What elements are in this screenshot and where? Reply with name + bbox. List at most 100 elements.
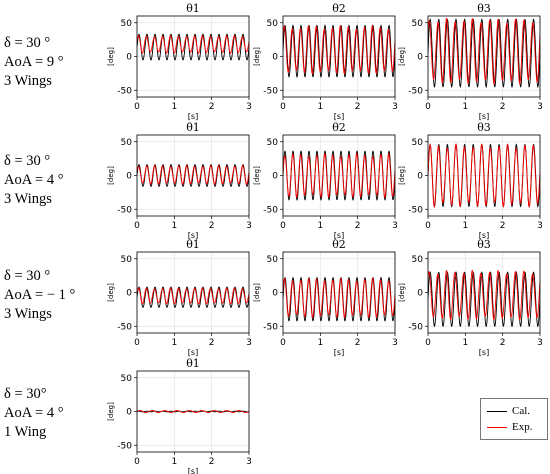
wings-label: 3 Wings <box>4 306 52 322</box>
series-line-cal <box>137 164 249 187</box>
y-tick-label: 50 <box>412 19 424 29</box>
legend-line-exp <box>487 426 507 428</box>
series-line-cal <box>137 33 249 61</box>
y-tick-label: 0 <box>417 289 423 299</box>
wings-label: 3 Wings <box>4 191 52 207</box>
x-tick-label: 2 <box>209 338 215 348</box>
subplot-title: θ2 <box>332 238 346 251</box>
y-axis-label: [deg] <box>107 166 115 185</box>
y-tick-label: -50 <box>263 86 278 96</box>
x-tick-label: 3 <box>537 102 543 112</box>
row-label-4: δ = 30° AoA = 4 ° 1 Wing <box>4 385 64 442</box>
x-axis-label: [s] <box>334 231 344 240</box>
series-line-exp <box>137 35 249 54</box>
x-tick-label: 1 <box>317 102 323 112</box>
aoa-label: AoA = 9 ° <box>4 54 64 70</box>
x-tick-label: 2 <box>209 102 215 112</box>
y-tick-label: 0 <box>272 53 278 63</box>
subplot-title: θ3 <box>477 238 491 251</box>
y-tick-label: -50 <box>263 322 278 332</box>
legend-label-exp: Exp. <box>512 421 533 433</box>
x-axis-label: [s] <box>334 112 344 121</box>
series-line-cal <box>428 18 540 89</box>
y-tick-label: 50 <box>121 138 133 148</box>
x-tick-label: 3 <box>246 457 252 467</box>
subplot-title: θ2 <box>332 121 346 134</box>
y-tick-label: 0 <box>126 289 132 299</box>
subplot-title: θ1 <box>186 238 200 251</box>
y-tick-label: 0 <box>417 172 423 182</box>
x-tick-label: 2 <box>209 221 215 231</box>
legend-line-cal <box>487 410 507 412</box>
x-tick-label: 2 <box>355 221 361 231</box>
x-tick-label: 3 <box>392 221 398 231</box>
y-axis-label: [deg] <box>107 283 115 302</box>
x-tick-label: 0 <box>425 221 431 231</box>
y-tick-label: 0 <box>272 289 278 299</box>
legend: Cal. Exp. <box>480 398 548 440</box>
aoa-label: AoA = 4 ° <box>4 405 64 421</box>
row-label-3: δ = 30 ° AoA = − 1 ° 3 Wings <box>4 267 75 324</box>
series-line-exp <box>428 269 540 321</box>
x-axis-label: [s] <box>188 467 198 474</box>
x-tick-label: 3 <box>246 338 252 348</box>
delta-label: δ = 30° <box>4 386 47 402</box>
x-tick-label: 0 <box>134 102 140 112</box>
y-tick-label: 0 <box>417 53 423 63</box>
x-tick-label: 0 <box>280 102 286 112</box>
x-tick-label: 3 <box>246 102 252 112</box>
x-tick-label: 1 <box>317 221 323 231</box>
series-line-exp <box>283 24 395 75</box>
delta-label: δ = 30 ° <box>4 153 51 169</box>
y-tick-label: 50 <box>267 19 279 29</box>
x-tick-label: 2 <box>355 338 361 348</box>
x-tick-label: 1 <box>171 102 177 112</box>
series-line-exp <box>137 287 249 305</box>
subplot-title: θ1 <box>186 2 200 15</box>
series-line-exp <box>283 277 395 319</box>
y-tick-label: 50 <box>267 138 279 148</box>
x-tick-label: 3 <box>392 102 398 112</box>
legend-label-cal: Cal. <box>512 405 531 417</box>
y-tick-label: -50 <box>117 86 132 96</box>
y-tick-label: 50 <box>121 19 133 29</box>
y-tick-label: 0 <box>126 172 132 182</box>
x-tick-label: 3 <box>392 338 398 348</box>
x-tick-label: 2 <box>209 457 215 467</box>
x-axis-label: [s] <box>188 112 198 121</box>
subplot-title: θ3 <box>477 121 491 134</box>
y-axis-label: [deg] <box>398 166 406 185</box>
y-tick-label: -50 <box>408 205 423 215</box>
series-line-exp <box>283 152 395 199</box>
x-tick-label: 3 <box>537 338 543 348</box>
y-axis-label: [deg] <box>253 47 261 66</box>
row-label-1: δ = 30 ° AoA = 9 ° 3 Wings <box>4 34 64 91</box>
y-tick-label: -50 <box>408 322 423 332</box>
series-line-exp <box>137 164 249 185</box>
delta-label: δ = 30 ° <box>4 35 51 51</box>
x-tick-label: 1 <box>171 221 177 231</box>
y-tick-label: 50 <box>412 138 424 148</box>
x-tick-label: 1 <box>462 102 468 112</box>
x-axis-label: [s] <box>188 231 198 240</box>
y-tick-label: -50 <box>408 86 423 96</box>
y-tick-label: 0 <box>272 172 278 182</box>
x-axis-label: [s] <box>479 112 489 121</box>
x-axis-label: [s] <box>479 231 489 240</box>
x-tick-label: 0 <box>280 221 286 231</box>
wings-label: 1 Wing <box>4 424 47 440</box>
x-tick-label: 0 <box>134 338 140 348</box>
delta-label: δ = 30 ° <box>4 268 51 284</box>
y-tick-label: -50 <box>117 205 132 215</box>
subplot-title: θ2 <box>332 2 346 15</box>
x-tick-label: 0 <box>134 221 140 231</box>
y-tick-label: -50 <box>117 322 132 332</box>
x-tick-label: 3 <box>246 221 252 231</box>
row-label-2: δ = 30 ° AoA = 4 ° 3 Wings <box>4 152 64 209</box>
